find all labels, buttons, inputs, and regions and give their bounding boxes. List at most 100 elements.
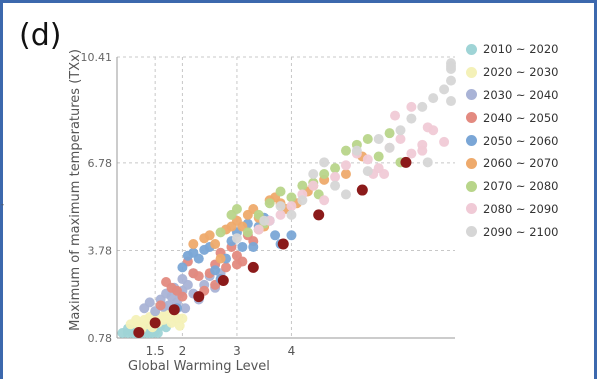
point-s4-1	[177, 262, 188, 273]
point-s8-9	[362, 166, 373, 177]
legend-label-0: 2010 ~ 2020	[483, 42, 559, 57]
legend-swatch-7	[466, 203, 477, 215]
point-s8-1	[275, 201, 286, 212]
legend-label-6: 2070 ~ 2080	[483, 179, 559, 194]
median-point-0	[133, 326, 145, 338]
legend-item-6: 2070 ~ 2080	[466, 175, 558, 198]
point-s7-8	[340, 160, 351, 171]
point-s7-18	[390, 110, 401, 121]
x-tick-label-2: 3	[233, 344, 241, 358]
point-s5-3	[210, 239, 221, 250]
point-s4-7	[210, 265, 221, 276]
point-s7-10	[362, 154, 373, 165]
point-s6-8	[297, 180, 308, 191]
point-s8-5	[319, 157, 330, 168]
legend-label-4: 2050 ~ 2060	[483, 133, 559, 148]
point-s8-10	[373, 133, 384, 144]
point-s7-2	[275, 209, 286, 220]
point-s6-10	[319, 169, 330, 180]
point-s3-21	[231, 259, 242, 270]
point-s7-23	[417, 145, 428, 156]
point-s7-7	[330, 171, 341, 182]
point-s8-20	[446, 58, 456, 69]
y-tick-label-2: 6.78	[88, 157, 113, 170]
legend-label-7: 2080 ~ 2090	[483, 201, 559, 216]
point-s8-7	[340, 189, 351, 200]
legend-label-2: 2030 ~ 2040	[483, 87, 559, 102]
point-s8-8	[351, 145, 362, 156]
legend-swatch-4	[466, 135, 477, 147]
x-axis-label: Global Warming Level	[128, 359, 270, 374]
point-s3-7	[193, 271, 204, 282]
point-s7-0	[253, 224, 264, 235]
point-s6-0	[215, 227, 226, 238]
point-s7-17	[439, 136, 450, 147]
y-tick-label-3: 10.41	[81, 51, 113, 64]
point-s6-11	[330, 163, 341, 174]
legend-swatch-1	[466, 66, 477, 78]
point-s4-18	[270, 230, 281, 241]
median-point-1	[149, 317, 161, 329]
point-s6-12	[340, 145, 351, 156]
legend-swatch-6	[466, 180, 477, 192]
x-tick-label-1: 2	[179, 344, 187, 358]
point-s6-6	[275, 186, 286, 197]
legend-item-0: 2010 ~ 2020	[466, 38, 558, 61]
point-s1-17	[177, 313, 188, 324]
point-s7-21	[379, 169, 390, 180]
point-s8-21	[446, 96, 456, 107]
legend-item-1: 2020 ~ 2030	[466, 61, 558, 84]
median-point-2	[168, 304, 180, 316]
legend-label-3: 2040 ~ 2050	[483, 110, 559, 125]
legend-item-2: 2030 ~ 2040	[466, 84, 558, 107]
legend-swatch-0	[466, 43, 477, 55]
point-s7-3	[286, 201, 297, 212]
point-s7-13	[395, 133, 406, 144]
point-s4-12	[237, 241, 248, 252]
point-s6-7	[286, 192, 297, 203]
x-tick-label-0: 1.5	[146, 344, 165, 358]
points-layer	[117, 58, 456, 338]
legend-item-4: 2050 ~ 2060	[466, 129, 558, 152]
median-point-5	[247, 261, 259, 273]
point-s8-17	[446, 75, 456, 86]
point-s8-14	[417, 101, 428, 112]
point-s8-23	[231, 233, 242, 244]
axes	[116, 57, 455, 339]
x-tick-label-3: 4	[288, 344, 296, 358]
legend-swatch-5	[466, 157, 477, 169]
point-s5-21	[340, 169, 351, 180]
y-tick-label-0: 0.78	[88, 332, 113, 345]
point-s8-11	[384, 142, 395, 153]
point-s3-12	[221, 262, 232, 273]
point-s4-4	[193, 253, 204, 264]
legend-swatch-8	[466, 226, 477, 238]
point-s6-16	[384, 128, 395, 139]
legend-item-7: 2080 ~ 2090	[466, 198, 558, 221]
median-point-4	[217, 275, 229, 287]
point-s7-19	[406, 101, 417, 112]
point-s8-13	[406, 113, 417, 124]
point-s7-6	[319, 195, 330, 206]
point-s8-4	[308, 169, 319, 180]
point-s8-22	[422, 157, 433, 168]
point-s4-14	[248, 241, 259, 252]
panel-label: (d)	[19, 18, 62, 53]
point-s5-0	[188, 239, 199, 250]
legend-item-3: 2040 ~ 2050	[466, 106, 558, 129]
point-s6-5	[264, 198, 275, 209]
point-s7-20	[422, 122, 433, 133]
median-point-6	[277, 238, 289, 250]
point-s8-6	[330, 180, 341, 191]
point-s6-15	[373, 151, 384, 162]
point-s5-2	[204, 230, 215, 241]
stray-mark: -	[1, 200, 5, 210]
point-s2-1	[144, 297, 155, 308]
point-s6-14	[362, 133, 373, 144]
legend: 2010 ~ 2020 2020 ~ 2030 2030 ~ 2040 2040 ~ …	[466, 38, 558, 243]
median-point-8	[356, 184, 368, 196]
legend-label-1: 2020 ~ 2030	[483, 65, 559, 80]
medians-layer	[133, 156, 412, 338]
point-s2-21	[177, 274, 188, 285]
